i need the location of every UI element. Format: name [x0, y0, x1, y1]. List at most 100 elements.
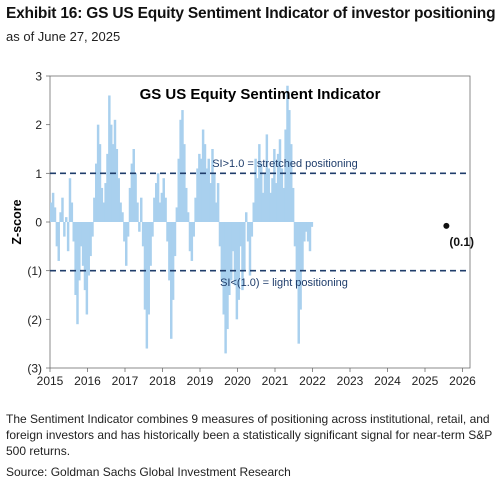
sentiment-bar — [216, 183, 220, 222]
x-axis-ticks: 2015 2016 2017 2018 2019 2020 2021 2022 2023 2024… — [37, 368, 476, 388]
sentiment-bar — [177, 158, 180, 222]
sentiment-bar — [158, 202, 162, 222]
y-tick-label: (2) — [27, 313, 42, 327]
y-tick-label: 0 — [35, 216, 42, 230]
sentiment-bar — [179, 119, 182, 222]
sentiment-bar — [175, 207, 179, 222]
light-positioning-label: SI<(1.0) = light positioning — [220, 277, 348, 289]
sentiment-bar — [194, 197, 197, 222]
sentiment-bar — [57, 222, 60, 261]
sentiment-bar — [299, 222, 302, 310]
sentiment-bar — [95, 163, 98, 222]
sentiment-bar — [100, 187, 104, 222]
sentiment-bar — [237, 222, 240, 300]
exhibit-title: Exhibit 16: GS US Equity Sentiment Indic… — [6, 5, 496, 22]
sentiment-bar — [310, 222, 314, 227]
sentiment-bar — [222, 222, 225, 315]
sentiment-bar — [153, 197, 156, 222]
sentiment-bar — [209, 183, 212, 222]
x-tick-label: 2026 — [449, 374, 476, 388]
sentiment-bar — [205, 168, 209, 222]
sentiment-bar — [215, 202, 218, 222]
sentiment-bar — [271, 178, 274, 222]
sentiment-bar — [81, 222, 85, 266]
sentiment-bar — [196, 168, 199, 222]
sentiment-bar — [106, 153, 109, 222]
sentiment-bar — [80, 222, 83, 247]
sentiment-bar — [141, 222, 145, 247]
y-axis-ticks: 3 2 1 0 (1) (2) (3) — [27, 70, 50, 376]
sentiment-bar — [192, 222, 195, 237]
reference-lines — [50, 172, 470, 272]
sentiment-bar — [233, 222, 237, 286]
x-tick-label: 2025 — [412, 374, 439, 388]
sentiment-bar — [72, 222, 75, 242]
sentiment-bar — [55, 222, 59, 247]
sentiment-bar — [143, 222, 147, 310]
y-axis-label: Z-score — [10, 199, 24, 244]
sentiment-bar — [145, 222, 149, 349]
sentiment-bar — [303, 222, 306, 242]
sentiment-bar — [83, 222, 87, 291]
sentiment-bar — [265, 134, 269, 222]
x-tick-label: 2023 — [337, 374, 364, 388]
sentiment-bar — [186, 212, 190, 222]
sentiment-bar — [78, 222, 81, 281]
x-tick-label: 2020 — [224, 374, 251, 388]
sentiment-bar — [140, 197, 143, 222]
sentiment-bar — [260, 163, 263, 222]
sentiment-bar — [284, 129, 287, 222]
sentiment-bar — [136, 202, 139, 222]
sentiment-bar — [290, 144, 293, 222]
sentiment-bar — [164, 197, 167, 222]
sentiment-bar — [246, 222, 250, 242]
sentiment-bar — [61, 197, 64, 222]
sentiment-bar — [248, 222, 252, 276]
sentiment-bar — [250, 222, 254, 237]
sentiment-bar — [138, 222, 141, 232]
sentiment-bar — [93, 197, 96, 222]
sentiment-bar — [134, 173, 137, 222]
sentiment-bar — [65, 217, 68, 222]
sentiment-bar — [306, 222, 310, 242]
sentiment-bar — [104, 183, 107, 222]
exhibit-subtitle: as of June 27, 2025 — [6, 29, 121, 44]
sentiment-bar — [151, 222, 154, 237]
sentiment-bar — [263, 173, 267, 222]
y-tick-label: (3) — [27, 362, 42, 376]
sentiment-bar — [50, 202, 53, 222]
sentiment-bar — [113, 119, 117, 222]
sentiment-bar — [261, 192, 265, 222]
sentiment-bar — [130, 163, 134, 222]
sentiment-bar — [126, 222, 130, 237]
sentiment-bar — [132, 149, 135, 222]
sentiment-bar — [267, 168, 270, 222]
sentiment-bar — [190, 222, 194, 261]
sentiment-bar — [305, 222, 308, 232]
sentiment-bar — [160, 192, 164, 222]
sentiment-bar — [301, 222, 304, 271]
sentiment-bar — [226, 222, 229, 330]
sentiment-bar — [66, 222, 70, 252]
sentiment-bar — [111, 144, 115, 222]
sentiment-bar — [252, 202, 255, 222]
x-tick-label: 2021 — [262, 374, 289, 388]
y-tick-label: 2 — [35, 118, 42, 132]
sentiment-bar — [121, 212, 124, 222]
sentiment-bar — [128, 187, 132, 222]
x-tick-label: 2022 — [299, 374, 326, 388]
sentiment-bar — [278, 139, 282, 222]
sentiment-bar — [201, 129, 205, 222]
sentiment-bar — [243, 222, 246, 271]
sentiment-bar — [162, 178, 165, 222]
sentiment-bar — [211, 149, 214, 222]
sentiment-bar — [85, 222, 89, 315]
sentiment-bar — [239, 222, 242, 247]
sentiment-bar — [288, 110, 291, 222]
y-tick-label: (1) — [27, 264, 42, 278]
x-tick-label: 2019 — [187, 374, 214, 388]
sentiment-bar — [256, 178, 259, 222]
sentiment-bar — [117, 178, 120, 222]
sentiment-bar — [282, 187, 285, 222]
